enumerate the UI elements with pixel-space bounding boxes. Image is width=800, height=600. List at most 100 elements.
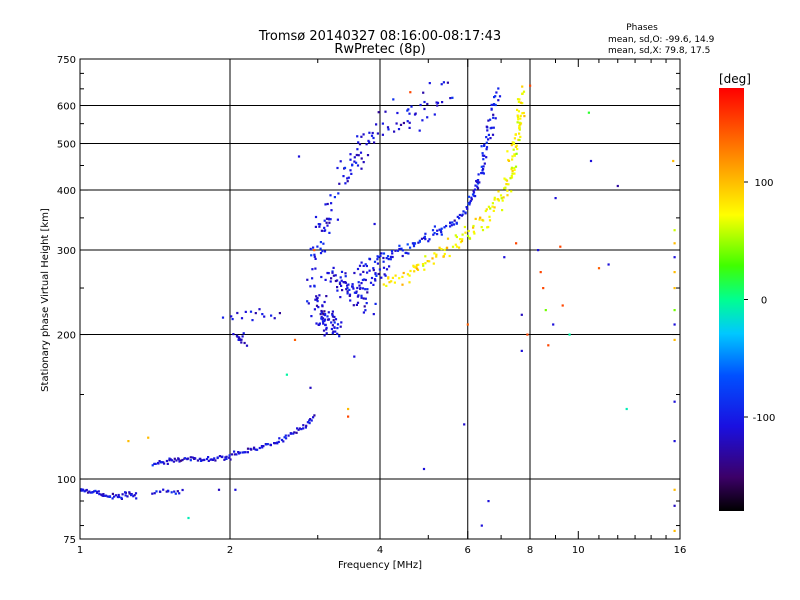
echo-point — [151, 492, 154, 495]
echo-point — [459, 238, 462, 241]
echo-point — [452, 223, 456, 226]
echo-point — [355, 291, 358, 294]
echo-point — [455, 245, 459, 248]
echo-point — [278, 437, 281, 440]
echo-point — [120, 496, 123, 499]
echo-point — [398, 244, 401, 247]
echo-point — [514, 145, 517, 148]
echo-point — [518, 121, 521, 124]
echo-point — [366, 271, 369, 274]
echo-point — [287, 434, 290, 437]
echo-point — [401, 283, 404, 286]
echo-point — [356, 148, 359, 151]
echo-point — [323, 219, 326, 222]
echo-point — [373, 260, 377, 263]
echo-point — [370, 276, 374, 280]
echo-point — [366, 291, 369, 294]
echo-point — [343, 166, 347, 169]
echo-point — [673, 504, 676, 507]
echo-point — [385, 268, 389, 271]
y-tick-label: 100 — [57, 475, 76, 486]
echo-point — [178, 492, 181, 495]
echo-point — [338, 282, 342, 285]
echo-point — [504, 186, 507, 189]
echo-point — [96, 490, 99, 493]
echo-point — [322, 312, 325, 315]
echo-point — [506, 150, 509, 153]
echo-point — [309, 285, 312, 288]
echo-point — [424, 255, 427, 258]
echo-point — [121, 493, 124, 496]
echo-point — [517, 100, 520, 103]
echo-point — [317, 223, 320, 226]
echo-point — [382, 252, 386, 255]
echo-point — [511, 155, 514, 158]
echo-point — [515, 152, 518, 155]
phases-box-title: Phases — [626, 23, 658, 33]
echo-point — [440, 83, 443, 86]
echo-point — [97, 490, 100, 493]
echo-point — [484, 209, 487, 213]
echo-point — [245, 344, 249, 347]
echo-point — [346, 290, 349, 293]
echo-point — [325, 217, 329, 220]
echo-point — [334, 330, 337, 333]
echo-point — [81, 488, 85, 491]
x-tick-label: 16 — [674, 545, 687, 556]
echo-point — [313, 285, 316, 288]
echo-point — [446, 246, 449, 249]
echo-point — [348, 294, 351, 297]
echo-point — [385, 284, 388, 287]
echo-point — [351, 164, 354, 167]
echo-point — [322, 322, 325, 325]
echo-point — [326, 315, 329, 318]
echo-point — [391, 255, 394, 259]
echo-point — [327, 217, 330, 220]
echo-point — [438, 246, 441, 249]
echo-point — [376, 262, 379, 265]
y-axis-label: Stationary phase Virtual Height [km] — [40, 208, 51, 392]
echo-point — [511, 141, 514, 144]
echo-point — [360, 296, 363, 299]
y-tick-label: 200 — [57, 331, 76, 342]
echo-point — [362, 161, 365, 164]
echo-point — [402, 271, 405, 275]
echo-point — [374, 279, 377, 282]
echo-point — [476, 185, 479, 188]
echo-point — [373, 278, 377, 281]
echo-point — [300, 428, 303, 431]
echo-point — [515, 144, 518, 147]
echo-point — [363, 278, 366, 281]
echo-point — [321, 304, 324, 307]
echo-point — [458, 246, 461, 249]
echo-point — [418, 240, 421, 243]
echo-point — [280, 438, 284, 442]
echo-point — [320, 309, 323, 313]
echo-point — [372, 267, 375, 270]
echo-point — [359, 273, 362, 276]
echo-point — [174, 492, 177, 495]
echo-point — [108, 495, 111, 498]
echo-point — [362, 133, 365, 136]
echo-point — [364, 288, 367, 291]
echo-point — [510, 176, 514, 179]
echo-point — [202, 458, 205, 462]
echo-point — [207, 459, 210, 462]
echo-point — [106, 495, 109, 498]
echo-point — [319, 241, 322, 244]
echo-point — [467, 195, 471, 198]
echo-point — [462, 210, 465, 213]
echo-point — [134, 492, 138, 495]
echo-point — [511, 158, 514, 161]
echo-point — [424, 238, 427, 241]
echo-point — [340, 279, 343, 282]
echo-point — [463, 225, 466, 229]
echo-point — [356, 301, 360, 304]
echo-point — [537, 249, 540, 252]
y-tick-label: 300 — [57, 246, 76, 257]
echo-point — [341, 289, 344, 292]
echo-point — [111, 497, 114, 500]
echo-point — [364, 278, 367, 282]
echo-point — [387, 276, 390, 279]
